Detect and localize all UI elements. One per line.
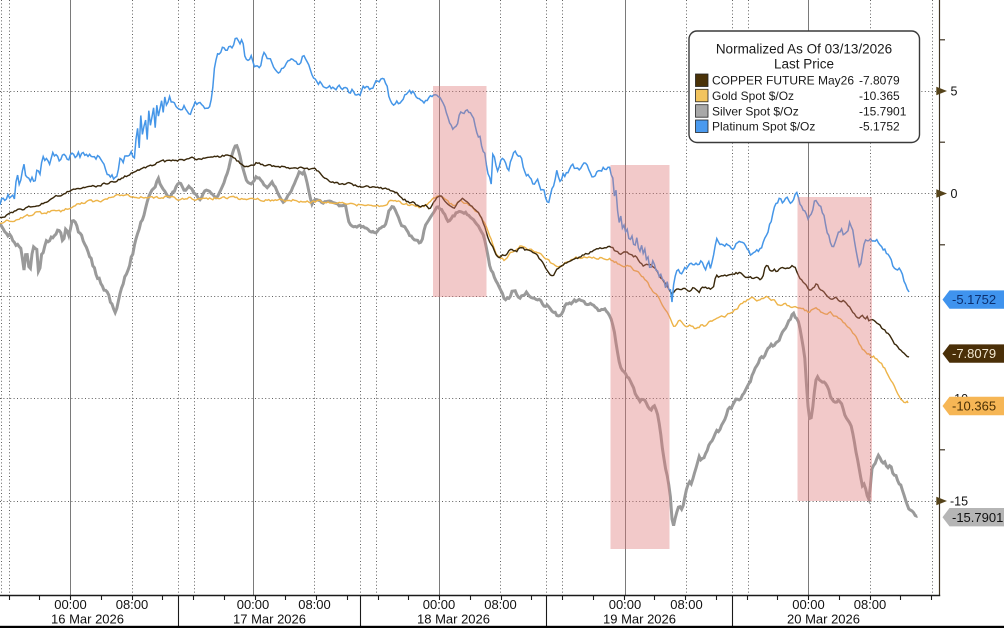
svg-text:00:00: 00:00 bbox=[423, 597, 456, 612]
svg-text:08:00: 08:00 bbox=[298, 597, 331, 612]
svg-text:-15.7901: -15.7901 bbox=[859, 104, 907, 118]
svg-text:0: 0 bbox=[951, 187, 958, 201]
svg-text:08:00: 08:00 bbox=[116, 597, 149, 612]
svg-text:COPPER FUTURE May26: COPPER FUTURE May26 bbox=[712, 74, 854, 88]
svg-text:08:00: 08:00 bbox=[670, 597, 703, 612]
svg-text:18 Mar 2026: 18 Mar 2026 bbox=[417, 612, 490, 627]
svg-text:Normalized As Of 03/13/2026: Normalized As Of 03/13/2026 bbox=[716, 42, 892, 57]
svg-text:Silver Spot $/Oz: Silver Spot $/Oz bbox=[712, 104, 799, 118]
svg-text:-10.365: -10.365 bbox=[952, 399, 996, 414]
svg-text:08:00: 08:00 bbox=[484, 597, 517, 612]
svg-text:-15.7901: -15.7901 bbox=[952, 510, 1003, 525]
svg-text:Gold Spot $/Oz: Gold Spot $/Oz bbox=[712, 89, 794, 103]
svg-text:19 Mar 2026: 19 Mar 2026 bbox=[603, 612, 676, 627]
svg-text:00:00: 00:00 bbox=[54, 597, 87, 612]
svg-text:-5.1752: -5.1752 bbox=[859, 120, 900, 134]
svg-text:-15: -15 bbox=[950, 495, 968, 509]
svg-text:-10.365: -10.365 bbox=[859, 89, 900, 103]
svg-text:16 Mar 2026: 16 Mar 2026 bbox=[51, 612, 124, 627]
svg-text:08:00: 08:00 bbox=[854, 597, 887, 612]
svg-text:00:00: 00:00 bbox=[237, 597, 270, 612]
svg-text:-5.1752: -5.1752 bbox=[952, 292, 996, 307]
svg-text:-7.8079: -7.8079 bbox=[859, 74, 900, 88]
svg-text:00:00: 00:00 bbox=[792, 597, 825, 612]
svg-text:17 Mar 2026: 17 Mar 2026 bbox=[233, 612, 306, 627]
svg-text:Last Price: Last Price bbox=[774, 57, 834, 72]
svg-text:Platinum Spot $/Oz: Platinum Spot $/Oz bbox=[712, 120, 815, 134]
svg-text:5: 5 bbox=[951, 85, 958, 99]
svg-text:00:00: 00:00 bbox=[609, 597, 642, 612]
svg-text:20 Mar 2026: 20 Mar 2026 bbox=[787, 612, 860, 627]
svg-text:-7.8079: -7.8079 bbox=[952, 346, 996, 361]
